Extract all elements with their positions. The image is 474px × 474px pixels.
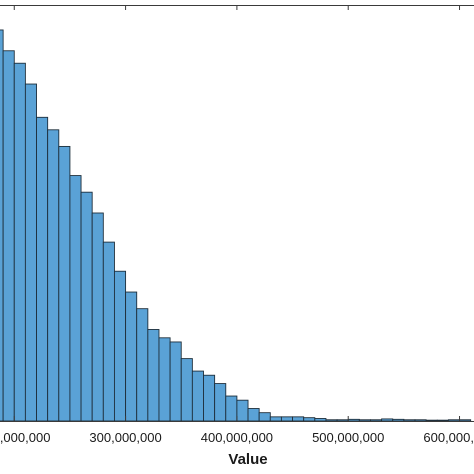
histogram-bar (258, 412, 271, 422)
histogram-bar (280, 416, 294, 422)
x-tick-label: 300,000,000 (89, 430, 161, 445)
histogram-bar (58, 145, 71, 422)
histogram-bar (69, 175, 82, 422)
histogram-bar (102, 241, 115, 422)
histogram-bar (13, 62, 26, 422)
histogram-bar (403, 419, 416, 422)
histogram-bar (414, 419, 427, 422)
histogram-bar (236, 399, 249, 422)
histogram-bar (191, 370, 204, 422)
histogram-bar (91, 212, 104, 422)
histogram-bar (447, 419, 460, 422)
x-tick-label: 600,000,000 (423, 430, 474, 445)
histogram-bar (303, 417, 316, 422)
histogram-bar (314, 418, 327, 422)
histogram-bar (425, 419, 438, 422)
histogram-bar (158, 337, 171, 422)
histogram-bars (0, 29, 472, 422)
histogram-bar (225, 395, 238, 422)
histogram-bar (180, 358, 193, 422)
histogram-bar (358, 419, 371, 422)
histogram-bar (147, 329, 160, 422)
histogram-bar (292, 416, 305, 422)
x-axis-ticks: 200,000,000 300,000,000 400,000,000 500,000… (0, 5, 474, 445)
histogram-bar (113, 270, 127, 422)
histogram-bar (370, 419, 383, 422)
x-tick-label: 500,000,000 (312, 430, 384, 445)
histogram-bar (2, 50, 15, 422)
histogram-bar (125, 291, 138, 422)
histogram-bar (136, 308, 149, 422)
histogram-bar (336, 419, 349, 422)
x-tick-label: 200,000,000 (0, 430, 50, 445)
x-tick-label: 400,000,000 (201, 430, 273, 445)
histogram-bar (24, 83, 37, 422)
histogram-bar (203, 374, 216, 422)
histogram-bar (436, 419, 449, 422)
histogram-bar (36, 116, 49, 422)
histogram-bar (0, 29, 4, 422)
histogram-bar (47, 129, 60, 422)
histogram-bar (169, 341, 182, 422)
histogram-bar (347, 418, 360, 422)
x-axis-title: Value (228, 451, 267, 468)
histogram-bar (247, 408, 260, 422)
histogram-bar (269, 416, 282, 422)
histogram-bar (325, 419, 338, 422)
histogram-bar (459, 419, 472, 422)
histogram-bar (392, 418, 405, 422)
histogram-bar (80, 191, 93, 422)
histogram-bar (214, 383, 227, 422)
histogram-bar (381, 418, 394, 422)
